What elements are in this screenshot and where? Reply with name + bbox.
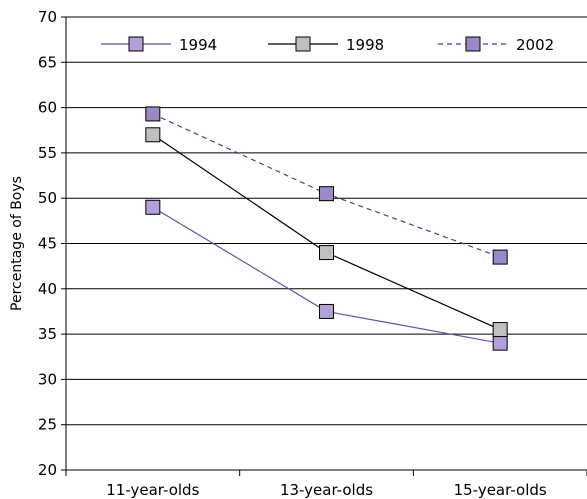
x-tick-labels: 11-year-olds 13-year-olds 15-year-olds: [106, 481, 547, 499]
legend-item-2002: 2002: [438, 36, 554, 54]
y-tick-label-70: 70: [38, 8, 57, 26]
y-tick-label-25: 25: [38, 416, 57, 434]
series-2002: [145, 106, 508, 265]
point-2002-15-year-olds: [492, 249, 508, 265]
y-axis-label: Percentage of Boys: [9, 176, 25, 311]
legend-label-1994: 1994: [179, 36, 217, 54]
legend-marker-1994: [128, 36, 144, 52]
x-tick-label-15-year-olds: 15-year-olds: [454, 481, 547, 499]
y-tick-label-65: 65: [38, 53, 57, 71]
legend-label-2002: 2002: [516, 36, 554, 54]
axes: [61, 16, 587, 476]
point-1994-13-year-olds: [319, 303, 334, 319]
legend-marker-2002: [465, 36, 481, 52]
y-tick-labels: 20 25 30 35 40 45 50 55 60 65 70: [38, 8, 57, 479]
x-tick-label-11-year-olds: 11-year-olds: [106, 481, 199, 499]
legend-label-1998: 1998: [346, 36, 384, 54]
point-1998-15-year-olds: [492, 322, 508, 338]
series-1994: [145, 199, 508, 351]
y-tick-label-55: 55: [38, 144, 57, 162]
series-1998: [145, 127, 508, 338]
x-tick-label-13-year-olds: 13-year-olds: [280, 481, 373, 499]
point-1994-11-year-olds: [145, 199, 161, 215]
y-tick-label-40: 40: [38, 280, 57, 298]
legend-item-1998: 1998: [268, 36, 384, 54]
point-1998-11-year-olds: [145, 127, 161, 143]
grid-lines: [66, 16, 587, 471]
point-2002-11-year-olds: [145, 106, 161, 122]
point-1994-15-year-olds: [492, 335, 508, 351]
y-tick-label-20: 20: [38, 461, 57, 479]
y-tick-label-30: 30: [38, 370, 57, 388]
y-tick-label-45: 45: [38, 235, 57, 253]
y-tick-label-35: 35: [38, 325, 57, 343]
series-line-2002: [152, 113, 501, 258]
legend-marker-1998: [295, 36, 311, 52]
point-1998-13-year-olds: [319, 245, 334, 261]
legend: 1994 1998 2002: [101, 36, 554, 54]
y-tick-label-60: 60: [38, 99, 57, 117]
y-tick-label-50: 50: [38, 189, 57, 207]
legend-item-1994: 1994: [101, 36, 217, 54]
point-2002-13-year-olds: [319, 186, 334, 202]
series-group: [145, 106, 508, 351]
series-line-1994: [152, 206, 501, 344]
series-line-1998: [152, 134, 501, 331]
